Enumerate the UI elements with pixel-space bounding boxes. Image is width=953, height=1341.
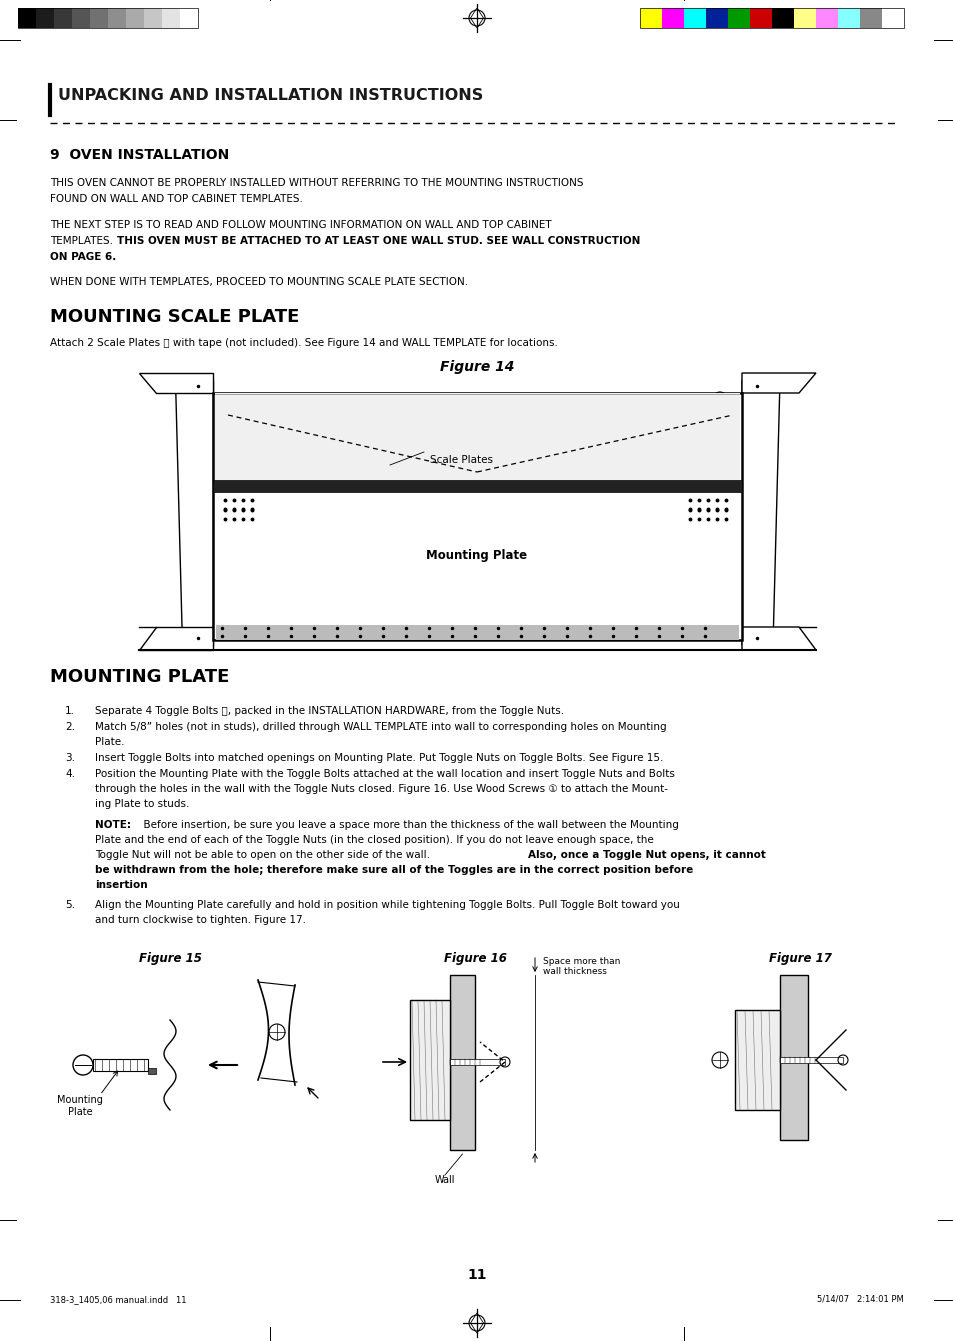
Bar	[815, 8, 837, 28]
Bar	[214, 393, 740, 480]
Text: 5/14/07   2:14:01 PM: 5/14/07 2:14:01 PM	[817, 1295, 903, 1303]
Bar	[18, 8, 198, 28]
Bar	[705, 8, 727, 28]
Bar	[639, 8, 661, 28]
Polygon shape	[741, 628, 815, 650]
Text: Also, once a Toggle Nut opens, it cannot: Also, once a Toggle Nut opens, it cannot	[527, 850, 765, 860]
Text: insertion: insertion	[95, 880, 148, 890]
Bar	[780, 1057, 842, 1063]
Bar	[661, 8, 683, 28]
Bar	[215, 625, 739, 640]
Text: Plate.: Plate.	[95, 738, 125, 747]
Bar	[882, 8, 903, 28]
Bar	[683, 8, 705, 28]
Text: 9  OVEN INSTALLATION: 9 OVEN INSTALLATION	[50, 148, 229, 162]
Polygon shape	[139, 628, 213, 650]
Text: 318-3_1405,06 manual.indd   11: 318-3_1405,06 manual.indd 11	[50, 1295, 186, 1303]
Bar	[90, 8, 108, 28]
Text: Separate 4 Toggle Bolts Ⓐ, packed in the INSTALLATION HARDWARE, from the Toggle : Separate 4 Toggle Bolts Ⓐ, packed in the…	[95, 705, 563, 716]
Bar	[734, 1010, 780, 1110]
Text: Figure 17: Figure 17	[768, 952, 831, 966]
Bar	[92, 1059, 148, 1071]
Text: Attach 2 Scale Plates Ⓑ with tape (not included). See Figure 14 and WALL TEMPLAT: Attach 2 Scale Plates Ⓑ with tape (not i…	[50, 338, 558, 349]
Bar	[148, 1067, 156, 1074]
Text: Plate and the end of each of the Toggle Nuts (in the closed position). If you do: Plate and the end of each of the Toggle …	[95, 835, 653, 845]
Bar	[859, 8, 882, 28]
Text: Align the Mounting Plate carefully and hold in position while tightening Toggle : Align the Mounting Plate carefully and h…	[95, 900, 679, 911]
Bar	[410, 1000, 450, 1120]
Text: Toggle Nut will not be able to open on the other side of the wall.: Toggle Nut will not be able to open on t…	[95, 850, 433, 860]
Polygon shape	[741, 380, 780, 645]
Text: Figure 16: Figure 16	[443, 952, 506, 966]
Text: ing Plate to studs.: ing Plate to studs.	[95, 799, 190, 809]
Text: 2.: 2.	[65, 721, 75, 732]
Text: through the holes in the wall with the Toggle Nuts closed. Figure 16. Use Wood S: through the holes in the wall with the T…	[95, 784, 667, 794]
Text: and turn clockwise to tighten. Figure 17.: and turn clockwise to tighten. Figure 17…	[95, 915, 306, 925]
Text: Before insertion, be sure you leave a space more than the thickness of the wall : Before insertion, be sure you leave a sp…	[137, 819, 679, 830]
Text: WHEN DONE WITH TEMPLATES, PROCEED TO MOUNTING SCALE PLATE SECTION.: WHEN DONE WITH TEMPLATES, PROCEED TO MOU…	[50, 278, 468, 287]
Bar	[126, 8, 144, 28]
Text: ON PAGE 6.: ON PAGE 6.	[50, 252, 116, 261]
Text: 4.: 4.	[65, 768, 75, 779]
Bar	[450, 975, 475, 1151]
Text: Position the Mounting Plate with the Toggle Bolts attached at the wall location : Position the Mounting Plate with the Tog…	[95, 768, 674, 779]
Text: be withdrawn from the hole; therefore make sure all of the Toggles are in the co: be withdrawn from the hole; therefore ma…	[95, 865, 693, 874]
Text: Insert Toggle Bolts into matched openings on Mounting Plate. Put Toggle Nuts on : Insert Toggle Bolts into matched opening…	[95, 754, 662, 763]
Text: Scale Plates: Scale Plates	[430, 455, 493, 465]
Bar	[18, 8, 36, 28]
Polygon shape	[174, 380, 213, 645]
Bar	[108, 8, 126, 28]
Text: THIS OVEN CANNOT BE PROPERLY INSTALLED WITHOUT REFERRING TO THE MOUNTING INSTRUC: THIS OVEN CANNOT BE PROPERLY INSTALLED W…	[50, 178, 583, 188]
Text: THIS OVEN MUST BE ATTACHED TO AT LEAST ONE WALL STUD. SEE WALL CONSTRUCTION: THIS OVEN MUST BE ATTACHED TO AT LEAST O…	[117, 236, 639, 245]
Bar	[450, 1059, 504, 1065]
Bar	[144, 8, 162, 28]
Bar	[793, 8, 815, 28]
Bar	[780, 975, 807, 1140]
Bar	[771, 8, 793, 28]
Text: 1.: 1.	[65, 705, 75, 716]
Text: Wall: Wall	[435, 1175, 455, 1185]
Text: NOTE:: NOTE:	[95, 819, 131, 830]
Bar	[639, 8, 903, 28]
Bar	[837, 8, 859, 28]
Polygon shape	[139, 373, 213, 393]
Text: MOUNTING PLATE: MOUNTING PLATE	[50, 668, 229, 687]
Text: .: .	[128, 880, 132, 890]
Text: Mounting Plate: Mounting Plate	[426, 548, 527, 562]
Text: Mounting
Plate: Mounting Plate	[57, 1096, 103, 1117]
Bar	[54, 8, 71, 28]
Text: Match 5/8” holes (not in studs), drilled through WALL TEMPLATE into wall to corr: Match 5/8” holes (not in studs), drilled…	[95, 721, 666, 732]
Text: THE NEXT STEP IS TO READ AND FOLLOW MOUNTING INFORMATION ON WALL AND TOP CABINET: THE NEXT STEP IS TO READ AND FOLLOW MOUN…	[50, 220, 551, 231]
Text: UNPACKING AND INSTALLATION INSTRUCTIONS: UNPACKING AND INSTALLATION INSTRUCTIONS	[58, 89, 483, 103]
Bar	[162, 8, 180, 28]
Bar	[71, 8, 90, 28]
Text: 5.: 5.	[65, 900, 75, 911]
Bar	[727, 8, 749, 28]
Polygon shape	[741, 373, 815, 393]
Text: Figure 15: Figure 15	[138, 952, 201, 966]
Text: MOUNTING SCALE PLATE: MOUNTING SCALE PLATE	[50, 308, 299, 326]
Bar	[213, 393, 741, 640]
Bar	[180, 8, 198, 28]
Bar	[749, 8, 771, 28]
Text: 3.: 3.	[65, 754, 75, 763]
Text: TEMPLATES.: TEMPLATES.	[50, 236, 116, 245]
Bar	[213, 480, 741, 492]
Bar	[36, 8, 54, 28]
Text: Figure 14: Figure 14	[439, 359, 514, 374]
Text: 11: 11	[467, 1269, 486, 1282]
Text: FOUND ON WALL AND TOP CABINET TEMPLATES.: FOUND ON WALL AND TOP CABINET TEMPLATES.	[50, 194, 302, 204]
Text: Space more than
wall thickness: Space more than wall thickness	[542, 957, 619, 976]
